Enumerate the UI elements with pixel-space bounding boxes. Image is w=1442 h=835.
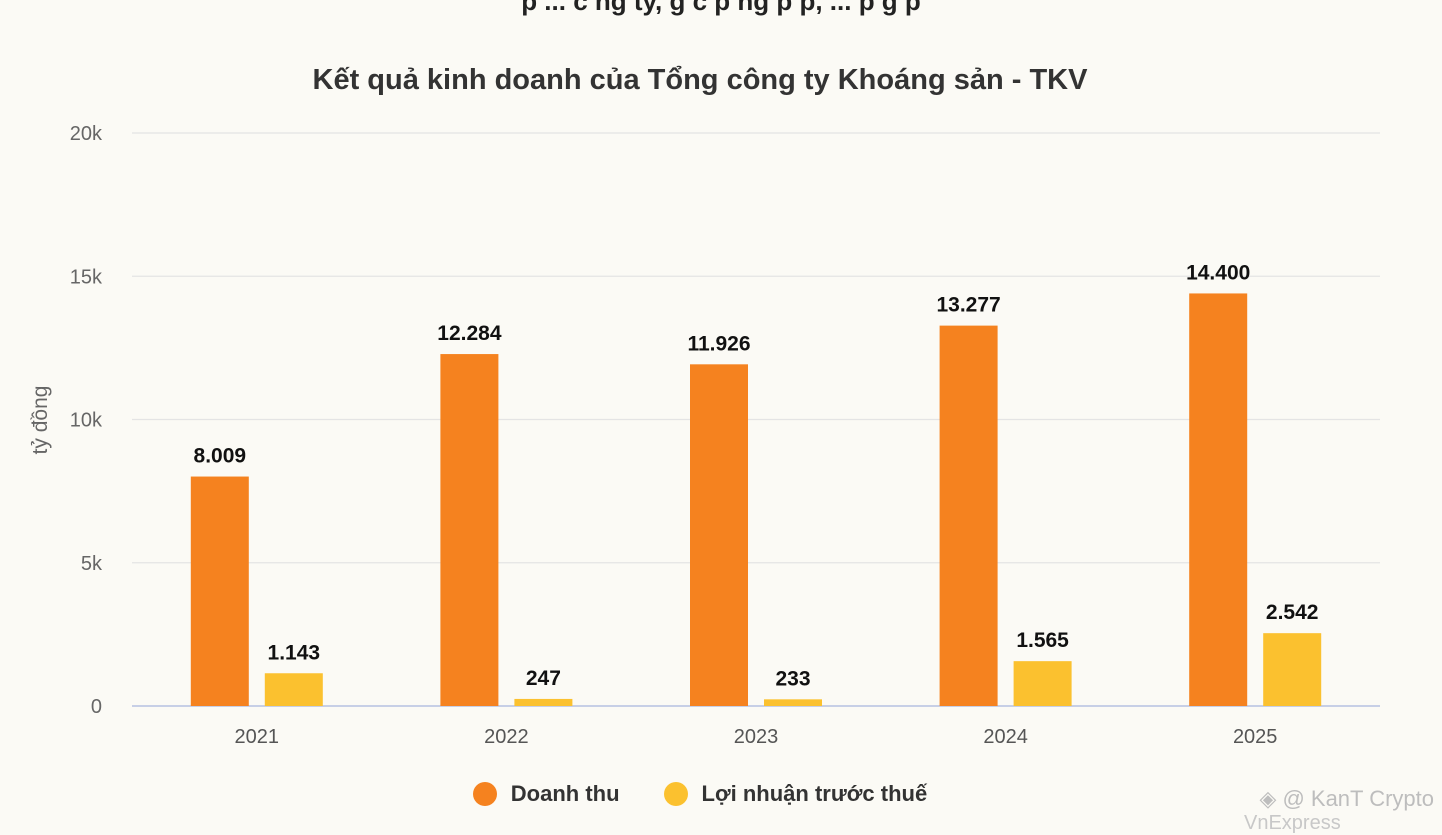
bar-profit-2022[interactable] [514,698,573,706]
watermark: ◈ @ KanT Crypto [1260,786,1434,812]
bar-revenue-2021[interactable] [190,476,249,706]
bar-revenue-2024[interactable] [939,325,998,706]
bar-revenue-2025[interactable] [1189,293,1248,706]
x-axis-ticks: 2021 2022 2023 2024 2025 [235,726,1278,748]
gridlines [132,132,1380,707]
data-label: 11.926 [687,332,750,355]
y-tick-label: 20k [70,123,103,145]
data-label: 8.009 [194,445,247,468]
data-label: 1.143 [268,641,321,664]
legend-dot-revenue [472,782,497,806]
data-label: 247 [526,667,561,690]
y-tick-label: 0 [91,696,102,718]
legend-label-revenue: Doanh thu [510,781,620,806]
y-axis-label: tỷ đồng [29,386,52,455]
legend-dot-profit [663,782,688,806]
bars [190,293,1322,706]
watermark-brand: VnExpress [1244,812,1341,834]
chart-title: Kết quả kinh doanh của Tổng công ty Khoá… [312,64,1088,96]
data-label: 12.284 [437,322,502,345]
watermark-text: @ KanT Crypto [1282,786,1434,811]
legend-label-profit: Lợi nhuận trước thuế [701,781,928,806]
x-tick-label: 2021 [235,726,280,748]
bar-profit-2025[interactable] [1263,633,1322,706]
bar-profit-2023[interactable] [764,699,822,706]
bar-revenue-2023[interactable] [690,364,748,706]
data-label: 1.565 [1016,629,1069,652]
legend: Doanh thu Lợi nhuận trước thuế [0,781,1400,807]
legend-item-profit[interactable]: Lợi nhuận trước thuế [663,781,928,807]
bar-revenue-2022[interactable] [440,354,499,706]
y-tick-label: 10k [70,410,103,432]
bar-profit-2021[interactable] [264,673,323,706]
data-label: 14.400 [1186,261,1250,284]
y-tick-label: 15k [70,266,103,288]
x-tick-label: 2023 [734,726,779,748]
y-axis-ticks: 0 5k 10k 15k 20k [70,123,103,718]
data-labels: 8.009 1.143 12.284 247 11.926 233 13.277 1.565 1… [194,261,1319,690]
bar-profit-2024[interactable] [1013,661,1072,706]
x-tick-label: 2022 [484,726,529,748]
binance-logo-icon: ◈ [1259,786,1277,811]
data-label: 13.277 [936,294,1000,317]
data-label: 233 [775,667,810,690]
legend-item-revenue[interactable]: Doanh thu [472,781,620,807]
cut-off-heading: p ... c ng ty, g c p ng p p, ... p g p [521,0,921,16]
y-tick-label: 5k [81,553,103,575]
x-tick-label: 2024 [983,726,1028,748]
x-tick-label: 2025 [1233,726,1278,748]
data-label: 2.542 [1266,601,1319,624]
